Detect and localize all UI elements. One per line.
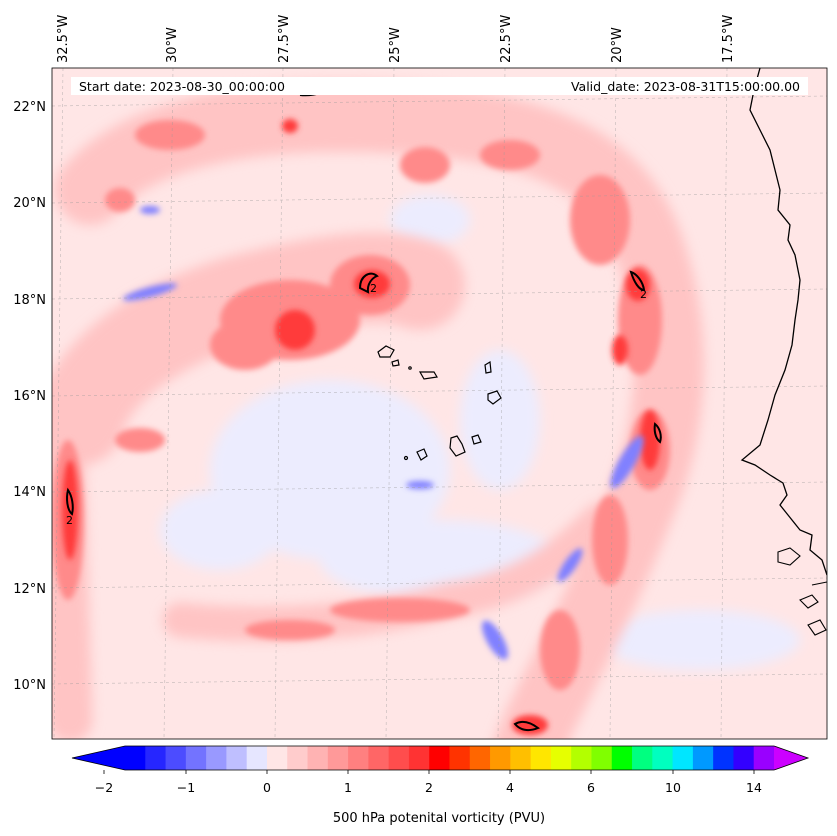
contour-label: 2 bbox=[66, 514, 73, 527]
colorbar-segment bbox=[429, 746, 450, 770]
lon-tick-label: 25°W bbox=[388, 27, 403, 63]
africa-coastline-islands bbox=[777, 547, 827, 636]
map-frame bbox=[51, 67, 828, 740]
colorbar-segment bbox=[530, 746, 552, 770]
colorbar-segment bbox=[469, 746, 491, 770]
pv-2-contours bbox=[66, 91, 662, 732]
lon-tick-label: 22.5°W bbox=[499, 15, 514, 63]
africa-coastline bbox=[740, 68, 827, 576]
cbar-tick-label: 6 bbox=[587, 780, 595, 795]
cbar-tick-label: 14 bbox=[746, 780, 762, 795]
gridlines bbox=[52, 68, 827, 739]
cbar-tick-label: 1 bbox=[344, 780, 352, 795]
lat-tick-label: 18°N bbox=[13, 293, 46, 308]
colorbar-segment bbox=[611, 746, 633, 770]
lon-tick-label: 17.5°W bbox=[721, 15, 736, 63]
lat-tick-label: 10°N bbox=[13, 678, 46, 693]
colorbar-extend-max bbox=[774, 746, 808, 770]
contour-label: 2 bbox=[640, 288, 647, 301]
colorbar-segment bbox=[226, 746, 248, 770]
colorbar-segment bbox=[571, 746, 592, 770]
lat-tick-label: 16°N bbox=[13, 389, 46, 404]
lon-tick-label: 20°W bbox=[610, 27, 625, 63]
start-date-label: Start date: 2023-08-30_00:00:00 bbox=[79, 79, 285, 94]
colorbar-extend-min bbox=[72, 746, 125, 770]
header-band bbox=[71, 77, 808, 95]
lon-tick-label: 27.5°W bbox=[277, 15, 292, 63]
cbar-tick-label: 10 bbox=[665, 780, 681, 795]
colorbar-segment bbox=[753, 746, 775, 770]
lat-tick-label: 14°N bbox=[13, 485, 46, 500]
colorbar-segment bbox=[632, 746, 653, 770]
lat-tick-label: 20°N bbox=[13, 196, 46, 211]
colorbar-outline bbox=[71, 745, 810, 771]
colorbar-segment bbox=[307, 746, 329, 770]
colorbar-label: 500 hPa potenital vorticity (PVU) bbox=[333, 811, 545, 826]
colorbar-segment bbox=[388, 746, 410, 770]
colorbar-ticks: −2 −1 0 1 2 4 6 10 14 bbox=[95, 780, 762, 795]
cbar-tick-label: 4 bbox=[506, 780, 514, 795]
lon-tick-label: 32.5°W bbox=[56, 15, 71, 63]
colorbar-segment bbox=[672, 746, 694, 770]
colorbar-segment bbox=[550, 746, 572, 770]
lon-tick-label: 30°W bbox=[165, 27, 180, 63]
colorbar-segment bbox=[287, 746, 309, 770]
colorbar-segment bbox=[165, 746, 187, 770]
colorbar-segment bbox=[266, 746, 288, 770]
colorbar bbox=[71, 745, 810, 774]
cbar-tick-label: 2 bbox=[425, 780, 433, 795]
colorbar-segment bbox=[125, 746, 146, 770]
colorbar-segment bbox=[206, 746, 227, 770]
colorbar-segment bbox=[510, 746, 532, 770]
lon-axis: 32.5°W 30°W 27.5°W 25°W 22.5°W 20°W 17.5… bbox=[56, 15, 736, 63]
colorbar-segment bbox=[368, 746, 390, 770]
cbar-tick-label: −1 bbox=[177, 780, 195, 795]
colorbar-segment bbox=[652, 746, 674, 770]
lat-tick-label: 22°N bbox=[13, 100, 46, 115]
cbar-tick-label: −2 bbox=[95, 780, 113, 795]
colorbar-segment bbox=[733, 746, 755, 770]
colorbar-segment bbox=[246, 746, 268, 770]
colorbar-segment bbox=[449, 746, 471, 770]
colorbar-segment bbox=[327, 746, 349, 770]
cape-verde-islands bbox=[377, 345, 502, 461]
colorbar-segment bbox=[591, 746, 613, 770]
colorbar-segment bbox=[692, 746, 714, 770]
cbar-tick-label: 0 bbox=[263, 780, 271, 795]
colorbar-segment bbox=[713, 746, 734, 770]
colorbar-segment bbox=[145, 746, 167, 770]
valid-date-label: Valid_date: 2023-08-31T15:00:00.00 bbox=[571, 79, 800, 94]
lat-axis: 22°N 20°N 18°N 16°N 14°N 12°N 10°N bbox=[13, 100, 46, 693]
map-panel: 2 2 2 bbox=[52, 68, 827, 739]
colorbar-segment bbox=[348, 746, 369, 770]
contour-label: 2 bbox=[370, 282, 377, 295]
lat-tick-label: 12°N bbox=[13, 582, 46, 597]
colorbar-segment bbox=[185, 746, 207, 770]
pv-negative-blobs bbox=[122, 206, 644, 660]
colorbar-segment bbox=[408, 746, 430, 770]
colorbar-segment bbox=[490, 746, 511, 770]
